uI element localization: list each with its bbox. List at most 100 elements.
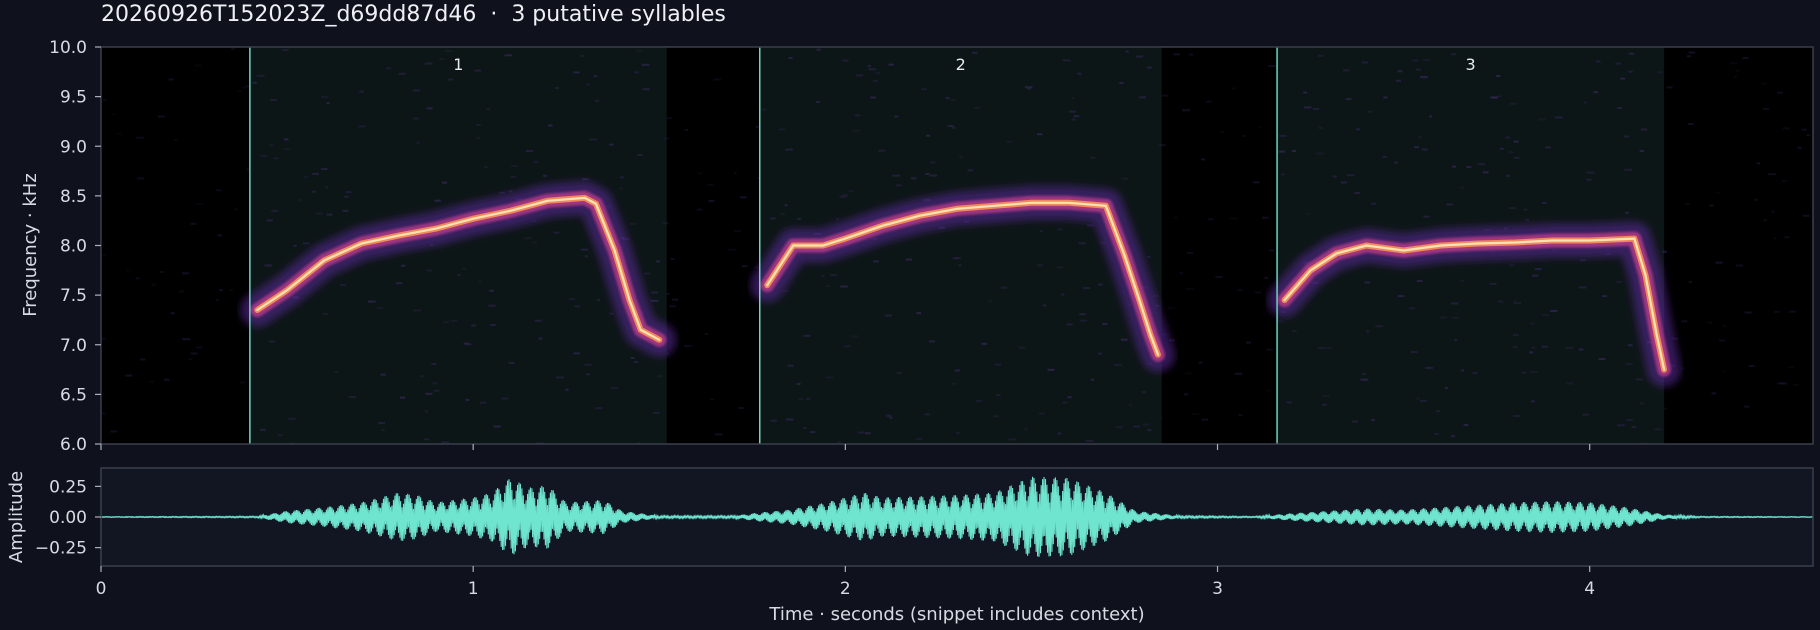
noise-speck: [1167, 307, 1176, 310]
syllable-speck: [1482, 171, 1489, 174]
syllable-speck: [1623, 135, 1630, 138]
syllable-speck: [1364, 281, 1370, 284]
noise-speck: [669, 305, 677, 308]
noise-speck: [195, 64, 202, 67]
syllable-speck: [1062, 59, 1071, 62]
waveform-x-ticks: 0 1 2 3 4: [96, 566, 1595, 599]
syllable-speck: [663, 222, 669, 225]
syllable-speck: [476, 136, 481, 139]
syllable-speck: [448, 78, 454, 81]
syllable-speck: [439, 58, 445, 60]
syllable-speck: [787, 364, 794, 367]
syllable-speck: [348, 396, 356, 399]
noise-speck: [1788, 310, 1796, 313]
syllable-speck: [1367, 110, 1373, 113]
syllable-speck: [786, 418, 794, 421]
syllable-speck: [1499, 147, 1504, 150]
syllable-speck: [1436, 410, 1440, 413]
noise-speck: [157, 115, 165, 118]
syllable-speck: [259, 154, 268, 157]
syllable-speck: [534, 319, 542, 322]
syllable-speck: [1056, 266, 1064, 269]
syllable-speck: [293, 244, 297, 247]
syllable-speck: [1342, 69, 1350, 72]
spectrogram-y-axis-label: Frequency · kHz: [20, 173, 41, 317]
noise-speck: [1238, 414, 1243, 416]
syllable-speck: [1036, 264, 1043, 267]
syllable-speck: [479, 401, 487, 404]
waveform-line: [101, 476, 1813, 557]
syllable-speck: [1159, 144, 1166, 147]
syllable-speck: [854, 114, 860, 117]
syllable-speck: [947, 125, 954, 127]
syllable-ridge: [1283, 237, 1666, 371]
noise-speck: [1773, 237, 1777, 240]
syllable-speck: [556, 376, 564, 379]
x-tick-label: 3: [1212, 579, 1223, 599]
syllable-speck: [1315, 152, 1324, 155]
syllable-speck: [316, 212, 323, 215]
x-tick-label: 2: [840, 579, 851, 599]
spectrogram-syllables: 1 2 3: [240, 47, 1682, 444]
noise-speck: [1201, 158, 1205, 161]
syllable-speck: [825, 376, 833, 379]
syllable-speck: [1541, 314, 1550, 317]
noise-speck: [1742, 57, 1749, 59]
syllable-speck: [1366, 330, 1370, 333]
noise-speck: [1173, 216, 1178, 219]
syllable-speck: [806, 397, 811, 400]
noise-speck: [1687, 55, 1692, 58]
syllable-speck: [816, 48, 821, 51]
syllable-speck: [1450, 435, 1455, 438]
syllable-speck: [1312, 108, 1319, 110]
syllable-speck: [1531, 346, 1535, 349]
syllable-speck: [432, 382, 438, 385]
syllable-speck: [1616, 280, 1623, 283]
x-axis-label: Time · seconds (snippet includes context…: [768, 604, 1144, 625]
noise-speck: [1666, 86, 1673, 89]
syllable-speck: [857, 431, 865, 434]
noise-speck: [217, 234, 222, 237]
syllable-speck: [981, 342, 988, 345]
syllable-speck: [381, 429, 385, 432]
syllable-speck: [1460, 186, 1465, 189]
syllable-speck: [1018, 346, 1026, 349]
syllable-speck: [1354, 191, 1361, 194]
title-separator: ·: [490, 2, 498, 27]
noise-speck: [1681, 320, 1688, 323]
syllable-speck: [608, 143, 614, 146]
syllable-speck: [400, 264, 406, 267]
noise-speck: [1215, 276, 1223, 278]
noise-speck: [1730, 62, 1738, 65]
syllable-speck: [1362, 372, 1366, 375]
noise-speck: [234, 208, 238, 211]
noise-speck: [733, 172, 737, 175]
noise-speck: [1183, 393, 1188, 396]
syllable-speck: [1141, 391, 1147, 394]
syllable-speck: [609, 312, 614, 315]
syllable-speck: [770, 217, 776, 220]
syllable-speck: [815, 101, 820, 103]
syllable-speck: [270, 99, 277, 101]
syllable-speck: [1139, 96, 1146, 99]
syllable-speck: [1454, 339, 1458, 342]
noise-speck: [666, 292, 670, 295]
syllable-speck: [821, 274, 825, 277]
noise-speck: [1733, 75, 1737, 78]
syllable-speck: [1277, 320, 1284, 323]
noise-speck: [219, 289, 223, 292]
syllable-speck: [1578, 286, 1587, 289]
noise-speck: [1266, 389, 1271, 392]
syllable-speck: [888, 416, 893, 419]
noise-speck: [101, 337, 106, 340]
syllable-speck: [1079, 313, 1086, 316]
noise-speck: [1266, 348, 1273, 351]
syllable-speck: [312, 172, 319, 175]
y-tick-label: 10.0: [49, 38, 87, 58]
noise-speck: [754, 266, 760, 269]
noise-speck: [741, 265, 748, 268]
syllable-speck: [1513, 302, 1521, 305]
syllable-speck: [888, 63, 894, 66]
syllable-speck: [954, 369, 961, 372]
